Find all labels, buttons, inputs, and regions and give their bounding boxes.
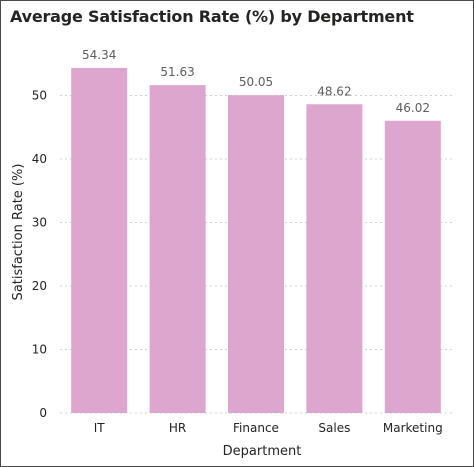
y-axis-ticks: 0 10 20 30 40 50 (32, 89, 47, 421)
bar-finance (228, 95, 284, 414)
x-axis-label: Department (223, 444, 302, 459)
y-tick-label: 20 (32, 279, 47, 293)
bar-hr (149, 85, 206, 413)
x-tick-label-marketing: Marketing (383, 421, 443, 435)
x-axis-ticks: IT HR Finance Sales Marketing (94, 421, 443, 435)
y-axis-label: Satisfaction Rate (%) (11, 164, 26, 301)
bar-sales (306, 104, 363, 413)
x-tick-label-finance: Finance (233, 421, 279, 435)
x-tick-label-sales: Sales (318, 421, 350, 435)
data-label-hr: 51.63 (160, 65, 194, 79)
y-tick-label: 10 (32, 343, 47, 357)
y-tick-label: 40 (32, 152, 47, 166)
data-label-sales: 48.62 (317, 84, 351, 98)
x-tick-label-hr: HR (169, 421, 186, 435)
y-tick-label: 0 (39, 406, 47, 420)
data-label-marketing: 46.02 (396, 101, 430, 115)
bar-it (71, 67, 128, 413)
y-tick-label: 50 (32, 89, 47, 103)
data-label-finance: 50.05 (239, 75, 273, 89)
x-tick-label-it: IT (94, 421, 106, 435)
bar-marketing (384, 120, 441, 413)
data-labels: 54.34 51.63 50.05 48.62 46.02 (82, 48, 430, 115)
data-label-it: 54.34 (82, 48, 116, 62)
y-tick-label: 30 (32, 216, 47, 230)
bars (71, 67, 441, 414)
chart-title: Average Satisfaction Rate (%) by Departm… (10, 7, 414, 26)
